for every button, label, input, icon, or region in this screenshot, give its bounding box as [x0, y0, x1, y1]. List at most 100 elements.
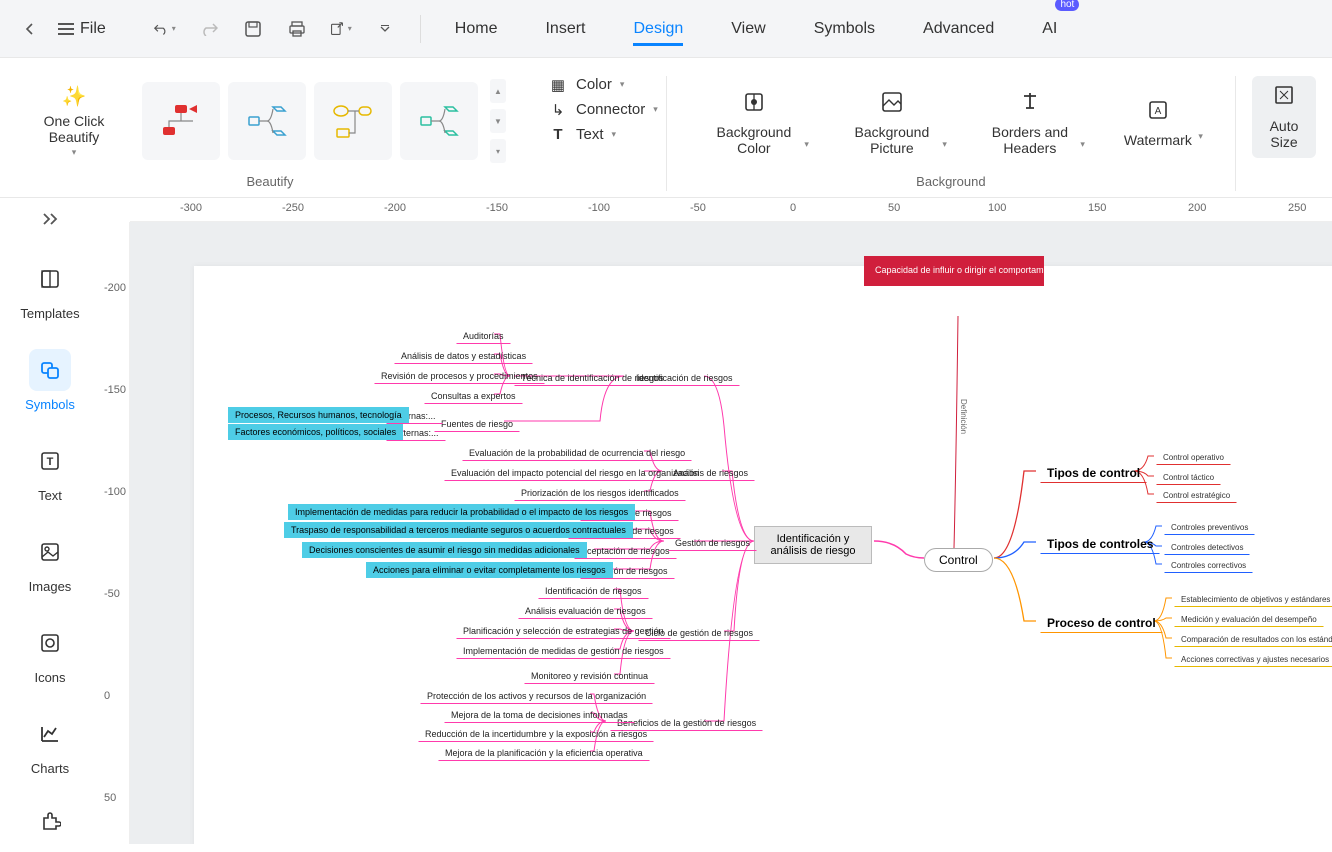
sidebar-collapse-button[interactable]: [38, 212, 62, 226]
tab-symbols[interactable]: Symbols: [814, 4, 875, 54]
node-tecnica-2[interactable]: Revisión de procesos y procedimientos: [374, 368, 545, 384]
node-tcs-2[interactable]: Controles correctivos: [1164, 558, 1253, 573]
more-button[interactable]: [374, 18, 396, 40]
template-scroll: ▲ ▼ ▾: [490, 79, 506, 163]
back-button[interactable]: [20, 19, 40, 39]
node-internas-detail[interactable]: Procesos, Recursos humanos, tecnología: [228, 407, 409, 423]
node-proc-0[interactable]: Establecimiento de objetivos y estándare…: [1174, 592, 1332, 607]
node-definition[interactable]: Capacidad de influir o dirigir el compor…: [864, 256, 1044, 286]
node-ciclo-0[interactable]: Identificación de riesgos: [538, 583, 649, 599]
bg-picture-button[interactable]: Background Picture ▾: [837, 86, 947, 156]
template-up-button[interactable]: ▲: [490, 79, 506, 103]
canvas-page[interactable]: Identificación y análisis de riesgo Cont…: [194, 266, 1332, 844]
node-analisis-1[interactable]: Evaluación del impacto potencial del rie…: [444, 465, 706, 481]
connector-icon: ↳: [548, 102, 568, 118]
node-proc-2[interactable]: Comparación de resultados con los estánd…: [1174, 632, 1332, 647]
beautify-content: ✨ One Click Beautify ▾ ▲ ▼ ▾: [34, 68, 506, 174]
borders-headers-button[interactable]: Borders and Headers ▾: [975, 86, 1085, 156]
tab-design[interactable]: Design: [633, 4, 683, 54]
node-ciclo-1[interactable]: Análisis evaluación de riesgos: [518, 603, 653, 619]
node-control[interactable]: Control: [924, 548, 993, 572]
node-transferencia-detail[interactable]: Traspaso de responsabilidad a terceros m…: [284, 522, 633, 538]
tab-ai[interactable]: AI hot: [1042, 4, 1057, 54]
sidebar-item-more[interactable]: [0, 790, 100, 852]
text-dropdown[interactable]: TText ▾: [548, 126, 658, 143]
template-down-button[interactable]: ▼: [490, 109, 506, 133]
tab-view[interactable]: View: [731, 4, 765, 54]
tab-home[interactable]: Home: [455, 4, 498, 54]
sidebar-item-images[interactable]: Images: [0, 517, 100, 608]
node-tecnica-0[interactable]: Auditorías: [456, 328, 511, 344]
ruler-tick: -200: [104, 282, 126, 294]
templates-icon: [29, 258, 71, 300]
export-button[interactable]: [330, 18, 352, 40]
oneclick-beautify-button[interactable]: ✨ One Click Beautify ▾: [34, 84, 114, 158]
node-tc-2[interactable]: Control estratégico: [1156, 488, 1237, 503]
tab-advanced[interactable]: Advanced: [923, 4, 994, 54]
node-tcs-0[interactable]: Controles preventivos: [1164, 520, 1255, 535]
save-button[interactable]: [242, 18, 264, 40]
node-gestion[interactable]: Gestión de riesgos: [668, 535, 757, 551]
node-benef-0[interactable]: Protección de los activos y recursos de …: [420, 688, 653, 704]
sidebar-item-text[interactable]: T Text: [0, 426, 100, 517]
canvas-background[interactable]: Identificación y análisis de riesgo Cont…: [130, 222, 1332, 844]
ruler-horizontal: -300 -250 -200 -150 -100 -50 0 50 100 15…: [130, 198, 1332, 222]
tab-insert[interactable]: Insert: [545, 4, 585, 54]
connector-dropdown[interactable]: ↳Connector ▾: [548, 101, 658, 118]
watermark-button[interactable]: A Watermark ▾: [1113, 94, 1203, 148]
sidebar-item-charts[interactable]: Charts: [0, 699, 100, 790]
auto-size-button[interactable]: Auto Size: [1252, 76, 1316, 158]
text-tool-label: Text: [576, 126, 604, 143]
node-proc-3[interactable]: Acciones correctivas y ajustes necesario…: [1174, 652, 1332, 667]
node-tecnica-3[interactable]: Consultas a expertos: [424, 388, 523, 404]
node-fuentes[interactable]: Fuentes de riesgo: [434, 416, 520, 432]
undo-button[interactable]: [154, 18, 176, 40]
node-aceptacion-detail[interactable]: Decisiones conscientes de asumir el ries…: [302, 542, 587, 558]
redo-button[interactable]: [198, 18, 220, 40]
chevron-down-icon: ▾: [1198, 131, 1203, 142]
puzzle-icon: [29, 800, 71, 842]
node-central-left[interactable]: Identificación y análisis de riesgo: [754, 526, 872, 564]
node-benef-2[interactable]: Reducción de la incertidumbre y la expos…: [418, 726, 654, 742]
node-proc-1[interactable]: Medición y evaluación del desempeño: [1174, 612, 1324, 627]
print-button[interactable]: [286, 18, 308, 40]
node-tipos-control[interactable]: Tipos de control: [1040, 463, 1147, 483]
color-dropdown[interactable]: ▦Color ▾: [548, 76, 658, 93]
node-analisis-0[interactable]: Evaluación de la probabilidad de ocurren…: [462, 445, 692, 461]
text-sb-icon: T: [29, 440, 71, 482]
sidebar-item-icons[interactable]: Icons: [0, 608, 100, 699]
node-proceso[interactable]: Proceso de control: [1040, 613, 1163, 633]
node-mitigacion-detail[interactable]: Implementación de medidas para reducir l…: [288, 504, 635, 520]
node-ciclo-4[interactable]: Monitoreo y revisión continua: [524, 668, 655, 684]
template-card-2[interactable]: [228, 82, 306, 160]
chevron-down-icon: ▾: [1080, 139, 1085, 150]
template-more-button[interactable]: ▾: [490, 139, 506, 163]
template-card-3[interactable]: [314, 82, 392, 160]
node-tc-1[interactable]: Control táctico: [1156, 470, 1221, 485]
node-tipos-controles[interactable]: Tipos de controles: [1040, 534, 1160, 554]
node-externas-detail[interactable]: Factores económicos, políticos, sociales: [228, 424, 403, 440]
divider: [666, 76, 667, 191]
node-evitacion-detail[interactable]: Acciones para eliminar o evitar completa…: [366, 562, 613, 578]
node-tc-0[interactable]: Control operativo: [1156, 450, 1231, 465]
node-benef-3[interactable]: Mejora de la planificación y la eficienc…: [438, 745, 650, 761]
node-ciclo-2[interactable]: Planificación y selección de estrategias…: [456, 623, 671, 639]
node-aceptacion[interactable]: Aceptación de riesgos: [574, 543, 677, 559]
sidebar-item-symbols[interactable]: Symbols: [0, 335, 100, 426]
bg-color-button[interactable]: Background Color ▾: [699, 86, 809, 156]
canvas-area: -300 -250 -200 -150 -100 -50 0 50 100 15…: [100, 198, 1332, 844]
node-tecnica-1[interactable]: Análisis de datos y estadísticas: [394, 348, 533, 364]
template-card-4[interactable]: [400, 82, 478, 160]
node-benef-1[interactable]: Mejora de la toma de decisiones informad…: [444, 707, 635, 723]
sidebar-item-templates[interactable]: Templates: [0, 244, 100, 335]
ruler-vertical: -200 -150 -100 -50 0 50: [100, 222, 130, 844]
ruler-tick: -150: [104, 384, 126, 396]
node-tcs-1[interactable]: Controles detectivos: [1164, 540, 1250, 555]
node-ciclo-3[interactable]: Implementación de medidas de gestión de …: [456, 643, 671, 659]
divider: [420, 15, 421, 43]
bg-picture-label: Background Picture: [837, 124, 947, 156]
color-tools: ▦Color ▾ ↳Connector ▾ TText ▾: [548, 68, 658, 151]
node-analisis-2[interactable]: Priorización de los riesgos identificado…: [514, 485, 686, 501]
template-card-1[interactable]: [142, 82, 220, 160]
file-menu[interactable]: File: [58, 20, 106, 38]
